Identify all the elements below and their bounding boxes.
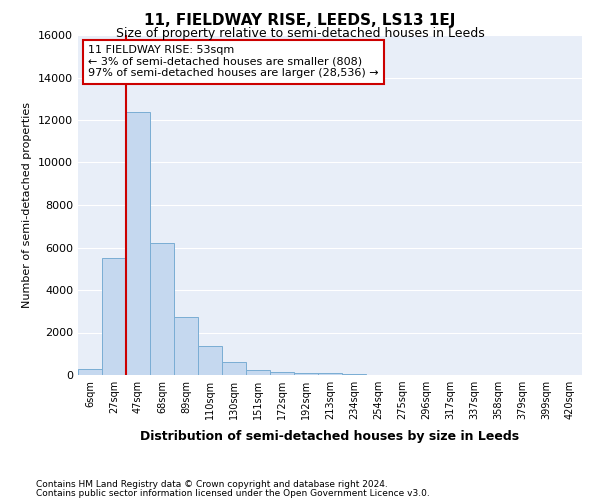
Text: 11 FIELDWAY RISE: 53sqm
← 3% of semi-detached houses are smaller (808)
97% of se: 11 FIELDWAY RISE: 53sqm ← 3% of semi-det… (88, 45, 379, 78)
Bar (102, 258, 126, 375)
Text: Size of property relative to semi-detached houses in Leeds: Size of property relative to semi-detach… (116, 28, 484, 40)
X-axis label: Distribution of semi-detached houses by size in Leeds: Distribution of semi-detached houses by … (140, 430, 520, 444)
Text: 11, FIELDWAY RISE, LEEDS, LS13 1EJ: 11, FIELDWAY RISE, LEEDS, LS13 1EJ (145, 12, 455, 28)
Text: Contains HM Land Registry data © Crown copyright and database right 2024.: Contains HM Land Registry data © Crown c… (36, 480, 388, 489)
Bar (126, 112, 150, 375)
Bar (318, 373, 342, 375)
Bar (270, 372, 294, 375)
Bar (78, 368, 102, 375)
Bar (222, 362, 246, 375)
Bar (246, 370, 270, 375)
Y-axis label: Number of semi-detached properties: Number of semi-detached properties (22, 102, 32, 308)
Bar (198, 346, 222, 375)
Bar (294, 373, 318, 375)
Bar (150, 244, 174, 375)
Bar (174, 316, 198, 375)
Text: Contains public sector information licensed under the Open Government Licence v3: Contains public sector information licen… (36, 489, 430, 498)
Bar (342, 374, 366, 375)
